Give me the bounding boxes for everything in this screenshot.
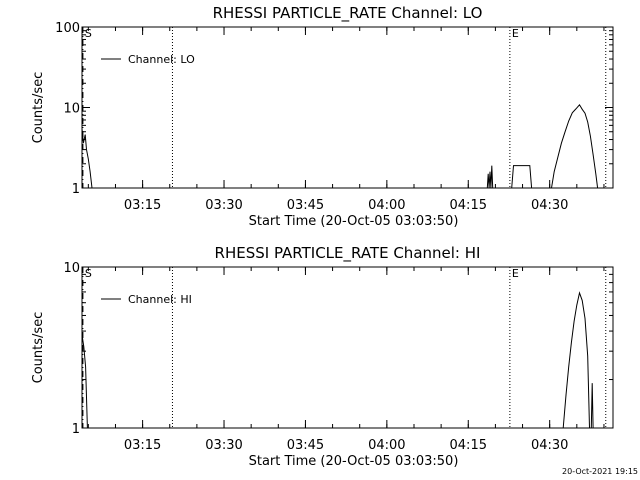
plot-frame bbox=[81, 266, 614, 429]
x-tick-label: 03:15 bbox=[124, 198, 161, 213]
x-tick-label: 04:15 bbox=[450, 198, 487, 213]
y-tick-label: 10 bbox=[63, 102, 80, 117]
x-tick-label: 04:30 bbox=[531, 198, 568, 213]
plot-frame bbox=[81, 26, 614, 189]
x-tick-label: 03:45 bbox=[287, 198, 324, 213]
x-tick-label: 04:15 bbox=[450, 438, 487, 453]
x-tick-label: 03:15 bbox=[124, 438, 161, 453]
y-axis-label: Counts/sec bbox=[31, 72, 46, 144]
legend-entry: Channel: LO bbox=[128, 53, 195, 66]
y-tick-label: 10 bbox=[63, 261, 80, 276]
y-tick-label: 1 bbox=[72, 422, 80, 437]
chart-title: RHESSI PARTICLE_RATE Channel: HI bbox=[215, 244, 481, 263]
x-tick-label: 03:30 bbox=[205, 438, 242, 453]
x-tick-label: 04:30 bbox=[531, 438, 568, 453]
marker-label: S bbox=[85, 267, 92, 280]
x-tick-label: 04:00 bbox=[368, 438, 405, 453]
y-tick-label: 1 bbox=[72, 182, 80, 197]
chart-panel-lo: RHESSI PARTICLE_RATE Channel: LO 1 10 100 Co… bbox=[31, 4, 614, 229]
marker-label: E bbox=[512, 27, 519, 40]
chart-title: RHESSI PARTICLE_RATE Channel: LO bbox=[213, 4, 483, 23]
marker-label: E bbox=[512, 267, 519, 280]
x-tick-label: 03:45 bbox=[287, 438, 324, 453]
chart-panel-hi: RHESSI PARTICLE_RATE Channel: HI 1 10 Count… bbox=[31, 244, 614, 469]
legend-entry: Channel: HI bbox=[128, 293, 192, 306]
y-axis-label: Counts/sec bbox=[31, 312, 46, 384]
x-axis-label: Start Time (20-Oct-05 03:03:50) bbox=[249, 454, 459, 469]
series-line bbox=[81, 291, 594, 429]
x-tick-label: 04:00 bbox=[368, 198, 405, 213]
x-axis-label: Start Time (20-Oct-05 03:03:50) bbox=[249, 214, 459, 229]
footer-timestamp: 20-Oct-2021 19:15 bbox=[562, 467, 638, 476]
y-tick-label: 100 bbox=[55, 21, 80, 36]
series-line bbox=[81, 103, 599, 189]
x-tick-label: 03:30 bbox=[205, 198, 242, 213]
marker-label: S bbox=[85, 27, 92, 40]
